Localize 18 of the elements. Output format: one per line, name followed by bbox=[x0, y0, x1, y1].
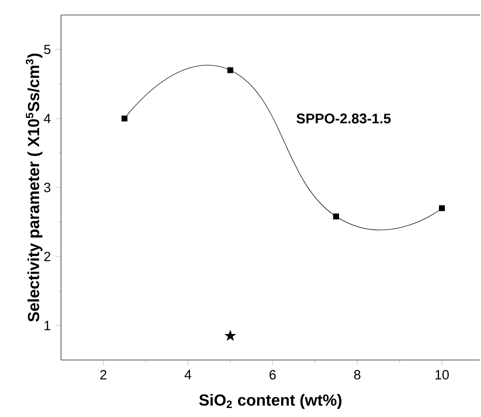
x-tick-label: 2 bbox=[100, 370, 106, 380]
y-tick-label: 1 bbox=[44, 320, 50, 330]
point bbox=[333, 214, 340, 220]
x-tick-label: 4 bbox=[184, 370, 192, 380]
y-tick-label: 3 bbox=[44, 182, 50, 192]
point bbox=[122, 116, 128, 122]
x-axis-title: SiO$_{2}$ content (wt%) bbox=[199, 394, 342, 409]
point bbox=[227, 67, 234, 74]
x-tick-label: 8 bbox=[354, 370, 360, 380]
y-tick-label: 2 bbox=[44, 252, 50, 262]
y-tick-label: 4 bbox=[44, 114, 51, 124]
y-axis-title: Selectivity parameter ( X10$^{5}$Ss/cm$^{3}$) bbox=[26, 54, 42, 322]
point bbox=[224, 330, 236, 340]
y-tick-label: 5 bbox=[44, 44, 50, 54]
x-tick-label: 10 bbox=[436, 370, 449, 380]
point bbox=[438, 205, 445, 212]
series-label: SPPO-2.83-1.5 bbox=[296, 114, 391, 124]
x-tick-label: 6 bbox=[270, 370, 276, 380]
